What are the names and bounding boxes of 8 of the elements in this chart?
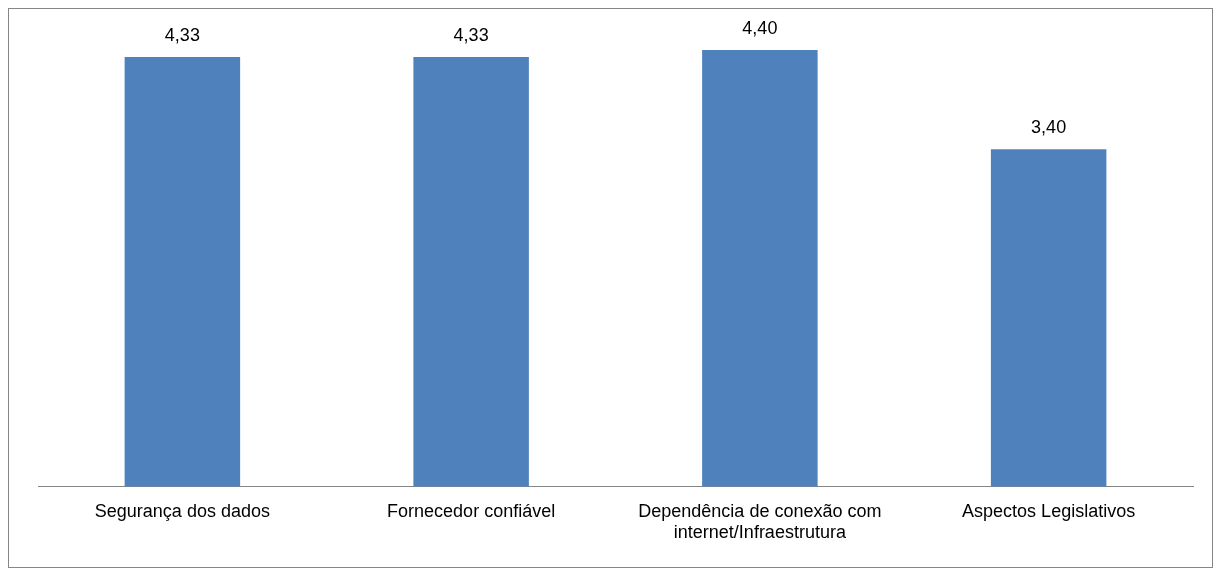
data-label: 4,40 (742, 17, 778, 38)
x-tick-label: Fornecedor confiável (387, 500, 556, 521)
data-label: 4,33 (164, 24, 200, 45)
x-tick-label: Aspectos Legislativos (962, 500, 1136, 521)
x-tick-label: Dependência de conexão com internet/Infraestrutura (638, 500, 882, 543)
data-label: 3,40 (1031, 117, 1067, 138)
x-tick-label: Segurança dos dados (94, 500, 270, 521)
data-label: 4,33 (453, 24, 489, 45)
